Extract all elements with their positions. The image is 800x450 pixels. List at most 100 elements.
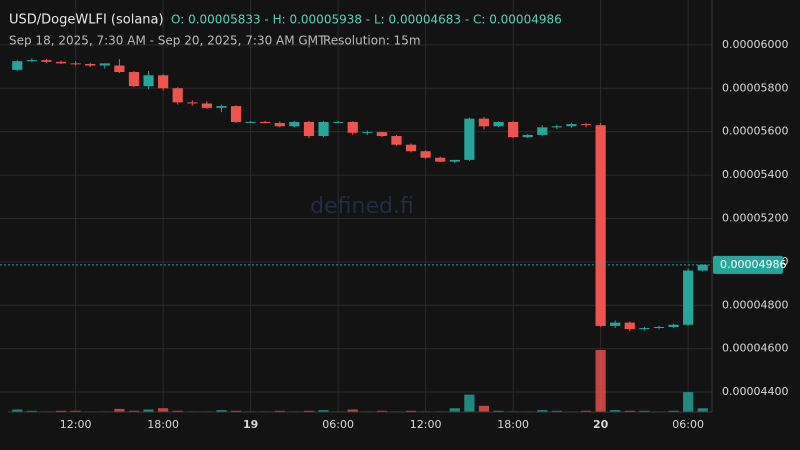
candle-body bbox=[158, 75, 169, 89]
volume-bar bbox=[595, 350, 606, 412]
candle-body bbox=[391, 136, 402, 145]
volume-bar bbox=[55, 410, 67, 412]
last-price-label: 0.00004986 bbox=[720, 258, 786, 271]
x-tick-label: 12:00 bbox=[410, 418, 442, 431]
y-tick-label: 0.00004400 bbox=[722, 385, 788, 398]
y-tick-label: 0.00005600 bbox=[722, 125, 788, 138]
candle-body bbox=[26, 60, 37, 62]
x-tick-label: 18:00 bbox=[147, 418, 179, 431]
watermark: defined.fi bbox=[310, 194, 414, 219]
volume-bar bbox=[537, 410, 548, 412]
volume-bar bbox=[668, 410, 679, 412]
candle-body bbox=[522, 134, 533, 138]
volume-bar bbox=[493, 410, 504, 412]
volume-bar bbox=[683, 392, 694, 412]
volume-bar bbox=[376, 410, 387, 412]
candle-body bbox=[405, 144, 417, 152]
volume-bar bbox=[478, 405, 490, 412]
candle-body bbox=[624, 322, 635, 330]
volume-bar bbox=[624, 410, 635, 412]
candle-body bbox=[464, 118, 475, 160]
candle-body bbox=[347, 121, 358, 133]
candle-body bbox=[41, 60, 52, 62]
candle-body bbox=[260, 121, 271, 124]
volume-bar bbox=[347, 409, 358, 412]
candle-body bbox=[668, 324, 679, 327]
candle-body bbox=[303, 121, 315, 137]
volume-bar bbox=[697, 408, 708, 412]
candle-body bbox=[420, 151, 431, 158]
volume-bar bbox=[12, 409, 23, 412]
candle-body bbox=[566, 124, 577, 127]
x-tick-label: 19 bbox=[243, 418, 258, 431]
volume-bar bbox=[172, 410, 183, 412]
volume-bar bbox=[464, 394, 475, 412]
volume-bar bbox=[551, 410, 562, 412]
candle-body bbox=[537, 127, 548, 135]
candle-body bbox=[55, 61, 67, 64]
candle-body bbox=[610, 322, 621, 326]
volume-bar bbox=[128, 410, 140, 412]
candle-body bbox=[697, 264, 708, 271]
candle-body bbox=[99, 63, 110, 66]
volume-bar bbox=[580, 410, 592, 412]
candle-body bbox=[245, 121, 256, 123]
candle-body bbox=[172, 88, 183, 103]
x-tick-label: 06:00 bbox=[322, 418, 354, 431]
grid bbox=[0, 0, 712, 412]
separator: | bbox=[307, 34, 311, 48]
y-tick-label: 0.00005800 bbox=[722, 81, 788, 94]
x-tick-label: 06:00 bbox=[672, 418, 704, 431]
volume-bar bbox=[610, 410, 621, 412]
chart-title: USD/DogeWLFI (solana) bbox=[9, 13, 164, 28]
y-tick-label: 0.00005400 bbox=[722, 168, 788, 181]
candle-body bbox=[187, 102, 198, 104]
candle-body bbox=[230, 106, 242, 122]
y-tick-label: 0.00004800 bbox=[722, 298, 788, 311]
y-tick-label: 0.00006000 bbox=[722, 38, 788, 51]
candle-body bbox=[85, 64, 96, 66]
candle-body bbox=[114, 65, 125, 73]
volume-bar bbox=[70, 410, 81, 412]
candle-body bbox=[12, 61, 23, 70]
candle-body bbox=[449, 159, 460, 162]
candle-body bbox=[683, 270, 694, 325]
last-price-box bbox=[713, 255, 783, 274]
volume-bar bbox=[216, 410, 227, 412]
volume-bar bbox=[26, 410, 37, 412]
x-tick-label: 12:00 bbox=[60, 418, 92, 431]
candle-body bbox=[143, 75, 154, 87]
candle-body bbox=[478, 118, 490, 127]
volume-bar bbox=[114, 408, 125, 412]
marks bbox=[12, 58, 708, 412]
x-tick-label: 20 bbox=[593, 418, 609, 431]
volume-bar bbox=[449, 408, 460, 412]
subtitle: Sep 18, 2025, 7:30 AM - Sep 20, 2025, 7:… bbox=[9, 34, 326, 48]
candle-body bbox=[551, 126, 562, 128]
volume-bar bbox=[230, 410, 242, 412]
candle-body bbox=[274, 123, 285, 127]
resolution: Resolution: 15m bbox=[323, 34, 421, 48]
volume-bar bbox=[303, 410, 315, 412]
candle-body bbox=[493, 121, 504, 127]
volume-bar bbox=[405, 410, 417, 412]
x-tick-label: 18:00 bbox=[497, 418, 529, 431]
candle-body bbox=[435, 157, 446, 162]
candle-body bbox=[289, 121, 300, 127]
volume-bar bbox=[158, 408, 169, 412]
volume-bar bbox=[318, 410, 329, 412]
ohlc-readout: O: 0.00005833 - H: 0.00005938 - L: 0.000… bbox=[171, 13, 562, 27]
candle-body bbox=[216, 106, 227, 108]
y-tick-label: 0.00004600 bbox=[722, 342, 788, 355]
y-tick-label: 0.00005200 bbox=[722, 211, 788, 224]
volume-bar bbox=[274, 410, 285, 412]
candle-body bbox=[318, 121, 329, 137]
candle-body bbox=[595, 125, 606, 326]
candle-body bbox=[362, 132, 373, 134]
candle-body bbox=[333, 121, 344, 123]
volume-bar bbox=[639, 410, 650, 412]
candle-body bbox=[70, 63, 81, 65]
candle-body bbox=[376, 132, 387, 137]
